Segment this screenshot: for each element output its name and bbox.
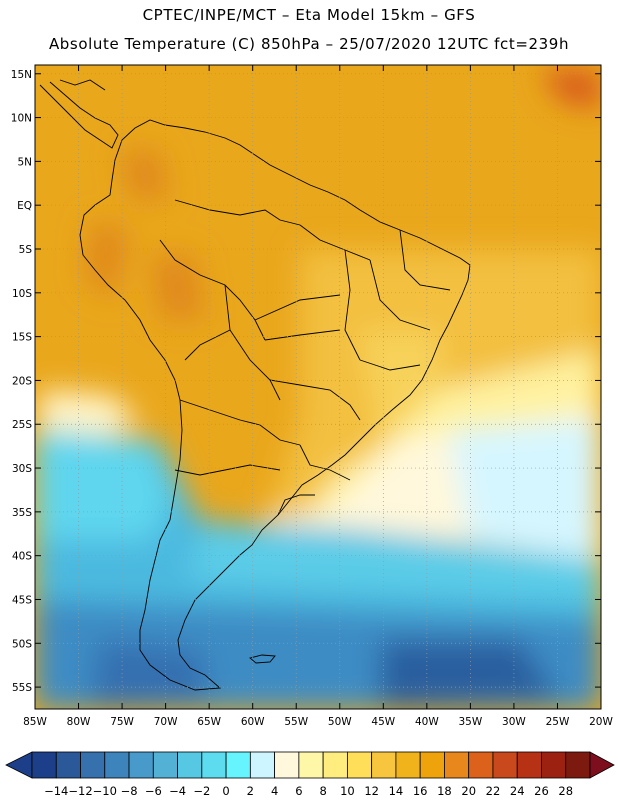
lat-label: EQ (17, 200, 32, 212)
lat-label: 50S (12, 638, 32, 650)
lon-label: 75W (110, 716, 134, 728)
colorbar-label: 16 (413, 784, 428, 798)
colorbar-swatch (395, 751, 421, 779)
colorbar-label: −8 (121, 784, 138, 798)
colorbar-label: 20 (461, 784, 476, 798)
colorbar-swatch (565, 751, 591, 779)
lat-label: 30S (12, 463, 32, 475)
colorbar-label: 4 (271, 784, 278, 798)
colorbar-swatch (177, 751, 203, 779)
lat-label: 25S (12, 419, 32, 431)
colorbar-label: −12 (68, 784, 92, 798)
colorbar-label: 14 (389, 784, 404, 798)
lat-label: 55S (12, 682, 32, 694)
lat-label: 15S (12, 332, 32, 344)
lon-label: 65W (197, 716, 221, 728)
colorbar-swatch (322, 751, 348, 779)
lon-label: 60W (241, 716, 265, 728)
lon-label: 30W (502, 716, 526, 728)
lat-label: 5N (17, 156, 32, 168)
colorbar-label: −6 (145, 784, 162, 798)
colorbar-swatch (80, 751, 106, 779)
map-title-line2: Absolute Temperature (C) 850hPa – 25/07/… (48, 35, 570, 53)
colorbar-swatch (298, 751, 324, 779)
colorbar-label: 12 (364, 784, 379, 798)
plot-frame (34, 64, 602, 710)
colorbar-swatch (128, 751, 154, 779)
lon-label: 85W (23, 716, 47, 728)
colorbar-swatch (492, 751, 518, 779)
lat-label: 40S (12, 551, 32, 563)
colorbar-label: −10 (93, 784, 117, 798)
colorbar-swatch (104, 751, 130, 779)
colorbar-swatch (152, 751, 178, 779)
longitude-axis: 85W 80W 75W 70W 65W 60W 55W 50W 45W 40W 35W 30W 25W 2… (23, 65, 613, 728)
colorbar-label: 26 (534, 784, 549, 798)
colorbar-label: 24 (510, 784, 525, 798)
lon-label: 40W (415, 716, 439, 728)
lat-label: 5S (19, 244, 33, 256)
colorbar-label: 6 (295, 784, 302, 798)
colorbar-label: 22 (486, 784, 501, 798)
colorbar-swatch (346, 751, 373, 779)
colorbar-swatch (419, 751, 445, 779)
colorbar-label: 10 (340, 784, 355, 798)
grid-lines (34, 65, 602, 709)
lat-label: 20S (12, 375, 32, 387)
lat-label: 15N (11, 69, 32, 81)
colorbar-swatch (225, 751, 251, 779)
colorbar-label: −14 (44, 784, 68, 798)
lon-label: 55W (284, 716, 308, 728)
lon-label: 70W (154, 716, 178, 728)
lon-label: 25W (546, 716, 570, 728)
colorbar-swatch (274, 751, 300, 779)
colorbar-swatch (468, 751, 494, 779)
colorbar-swatch (55, 751, 81, 779)
lat-label: 10N (11, 113, 32, 125)
lon-label: 45W (371, 716, 395, 728)
coastline-borders (39, 79, 471, 691)
colorbar-swatch (249, 751, 276, 779)
colorbar-label: 28 (558, 784, 573, 798)
colorbar-swatch (444, 751, 470, 779)
colorbar-swatch (516, 751, 542, 779)
colorbar-swatch (31, 751, 57, 779)
colorbar-label: 2 (247, 784, 254, 798)
colorbar-label: −4 (169, 784, 186, 798)
colorbar-swatch (371, 751, 397, 779)
latitude-axis: 15N 10N 5N EQ 5S 10S 15S 20S 25S 30S 35S 40S 45S 50S 5… (11, 69, 601, 694)
lat-label: 35S (12, 507, 32, 519)
colorbar-label: 18 (437, 784, 452, 798)
lon-label: 80W (67, 716, 91, 728)
colorbar: −14 −12 −10 −8 −6 −4 −2 0 2 4 6 8 10 12 14 16 18 20 22 24 26… (5, 751, 615, 798)
lon-label: 50W (328, 716, 352, 728)
map-title-line1: CPTEC/INPE/MCT – Eta Model 15km – GFS (142, 6, 476, 24)
colorbar-overflow-arrow (589, 751, 615, 779)
temperature-field (35, 65, 601, 709)
lon-label: 35W (459, 716, 483, 728)
colorbar-swatch (201, 751, 227, 779)
lat-label: 45S (12, 594, 32, 606)
colorbar-label: 0 (222, 784, 229, 798)
colorbar-label: 8 (319, 784, 326, 798)
colorbar-swatch (541, 751, 567, 779)
lon-label: 20W (589, 716, 613, 728)
colorbar-label: −2 (193, 784, 210, 798)
lat-label: 10S (12, 288, 32, 300)
colorbar-underflow-arrow (5, 751, 33, 779)
